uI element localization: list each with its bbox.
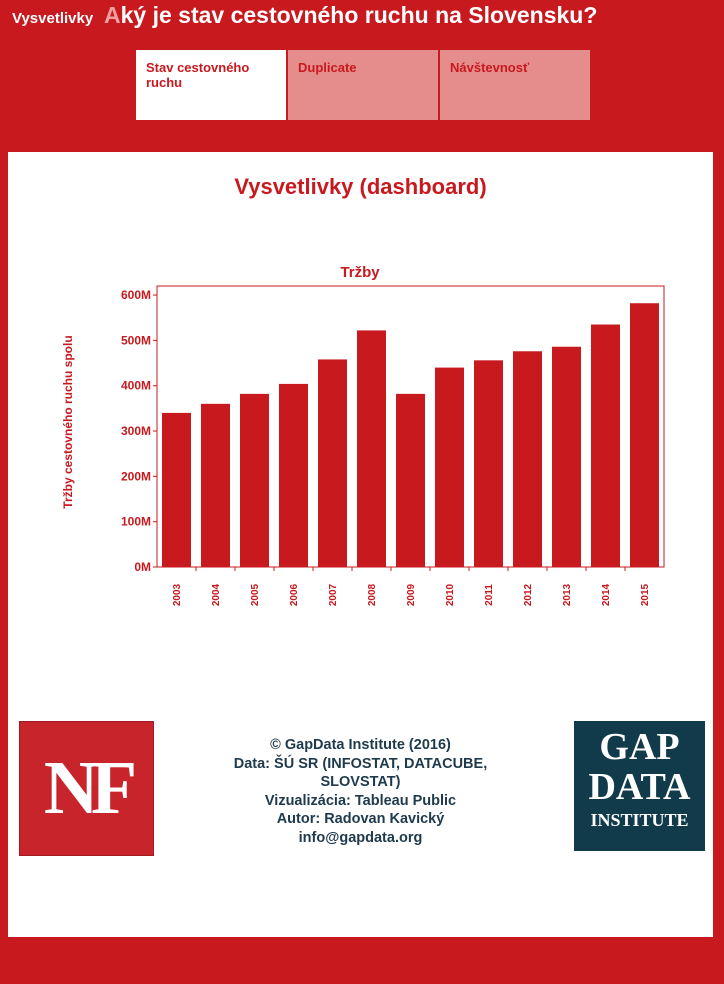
bar-chart: Tržby Tržby cestovného ruchu spolu 0M 100… (61, 264, 665, 606)
credits-block: © GapData Institute (2016) Data: ŠÚ SR (… (203, 736, 518, 847)
y-tick-label: 500M (121, 333, 151, 347)
x-tick-label: 2003 (172, 583, 183, 606)
page-title-first-letter: A (104, 2, 121, 28)
x-tick-label: 2015 (640, 583, 651, 606)
bar-2008[interactable] (357, 330, 386, 567)
y-tick-label: 100M (121, 515, 151, 529)
bar-2015[interactable] (630, 303, 659, 567)
brand-label: Vysvetlivky (12, 10, 94, 27)
y-axis: 0M 100M 200M 300M 400M 500M 600M (121, 288, 157, 574)
bar-2012[interactable] (513, 351, 542, 567)
bar-2013[interactable] (552, 346, 581, 567)
x-tick-label: 2004 (211, 583, 222, 606)
x-tick-label: 2013 (562, 583, 573, 606)
bar-2014[interactable] (591, 324, 620, 567)
credit-author: Autor: Radovan Kavický (276, 811, 445, 827)
y-tick-label: 0M (134, 560, 151, 574)
bar-2005[interactable] (240, 393, 269, 567)
bar-2004[interactable] (201, 403, 230, 567)
x-tick-label: 2008 (367, 583, 378, 606)
x-tick-label: 2011 (484, 584, 495, 606)
y-tick-label: 600M (121, 288, 151, 302)
x-axis: 2003 2004 2005 2006 2007 2008 2009 2010 2011 2012… (172, 567, 651, 606)
dashboard-panel: Vysvetlivky (dashboard) Tržby Tržby cest… (8, 152, 713, 937)
bar-2007[interactable] (318, 359, 347, 567)
chart-title: Tržby (340, 264, 380, 281)
gapdata-logo: GAP DATA INSTITUTE (574, 721, 705, 851)
bar-2009[interactable] (396, 393, 425, 567)
tab-duplicate[interactable]: Duplicate (288, 50, 438, 120)
x-tick-label: 2006 (289, 583, 300, 606)
tab-stav-cestovneho-ruchu[interactable]: Stav cestovného ruchu (136, 50, 286, 120)
x-tick-label: 2010 (445, 583, 456, 606)
nf-logo: NF (19, 721, 154, 856)
credit-data-source: Data: ŠÚ SR (INFOSTAT, DATACUBE, (233, 755, 488, 772)
credit-email[interactable]: info@gapdata.org (298, 829, 423, 846)
x-tick-label: 2014 (601, 583, 612, 606)
bar-2010[interactable] (435, 367, 464, 567)
credit-visualization: Vizualizácia: Tableau Public (264, 792, 457, 809)
y-axis-title: Tržby cestovného ruchu spolu (61, 335, 75, 508)
x-tick-label: 2009 (406, 583, 417, 606)
dashboard-title: Vysvetlivky (dashboard) (234, 174, 487, 199)
y-tick-label: 200M (121, 469, 151, 483)
bar-2011[interactable] (474, 360, 503, 567)
bar-2006[interactable] (279, 383, 308, 567)
tab-bar: Stav cestovného ruchu Duplicate Návštevn… (136, 50, 592, 120)
y-tick-label: 300M (121, 424, 151, 438)
gapdata-logo-line2: DATA (588, 766, 691, 808)
x-tick-label: 2012 (523, 583, 534, 606)
tab-navstevnost[interactable]: Návštevnosť (440, 50, 590, 120)
credit-data-source-cont: SLOVSTAT) (320, 774, 401, 790)
bar-2003[interactable] (162, 412, 191, 567)
header-bar: Vysvetlivky Aký je stav cestovného ruchu… (0, 0, 724, 150)
gapdata-logo-line1: GAP (599, 726, 680, 768)
x-tick-label: 2007 (328, 583, 339, 606)
x-tick-label: 2005 (250, 583, 261, 606)
bar-series (162, 303, 659, 567)
page-title: Aký je stav cestovného ruchu na Slovensk… (104, 2, 597, 29)
page-title-rest: ký je stav cestovného ruchu na Slovensku… (120, 2, 598, 28)
gapdata-logo-line3: INSTITUTE (590, 810, 689, 830)
credit-copyright: © GapData Institute (2016) (270, 737, 451, 753)
y-tick-label: 400M (121, 379, 151, 393)
